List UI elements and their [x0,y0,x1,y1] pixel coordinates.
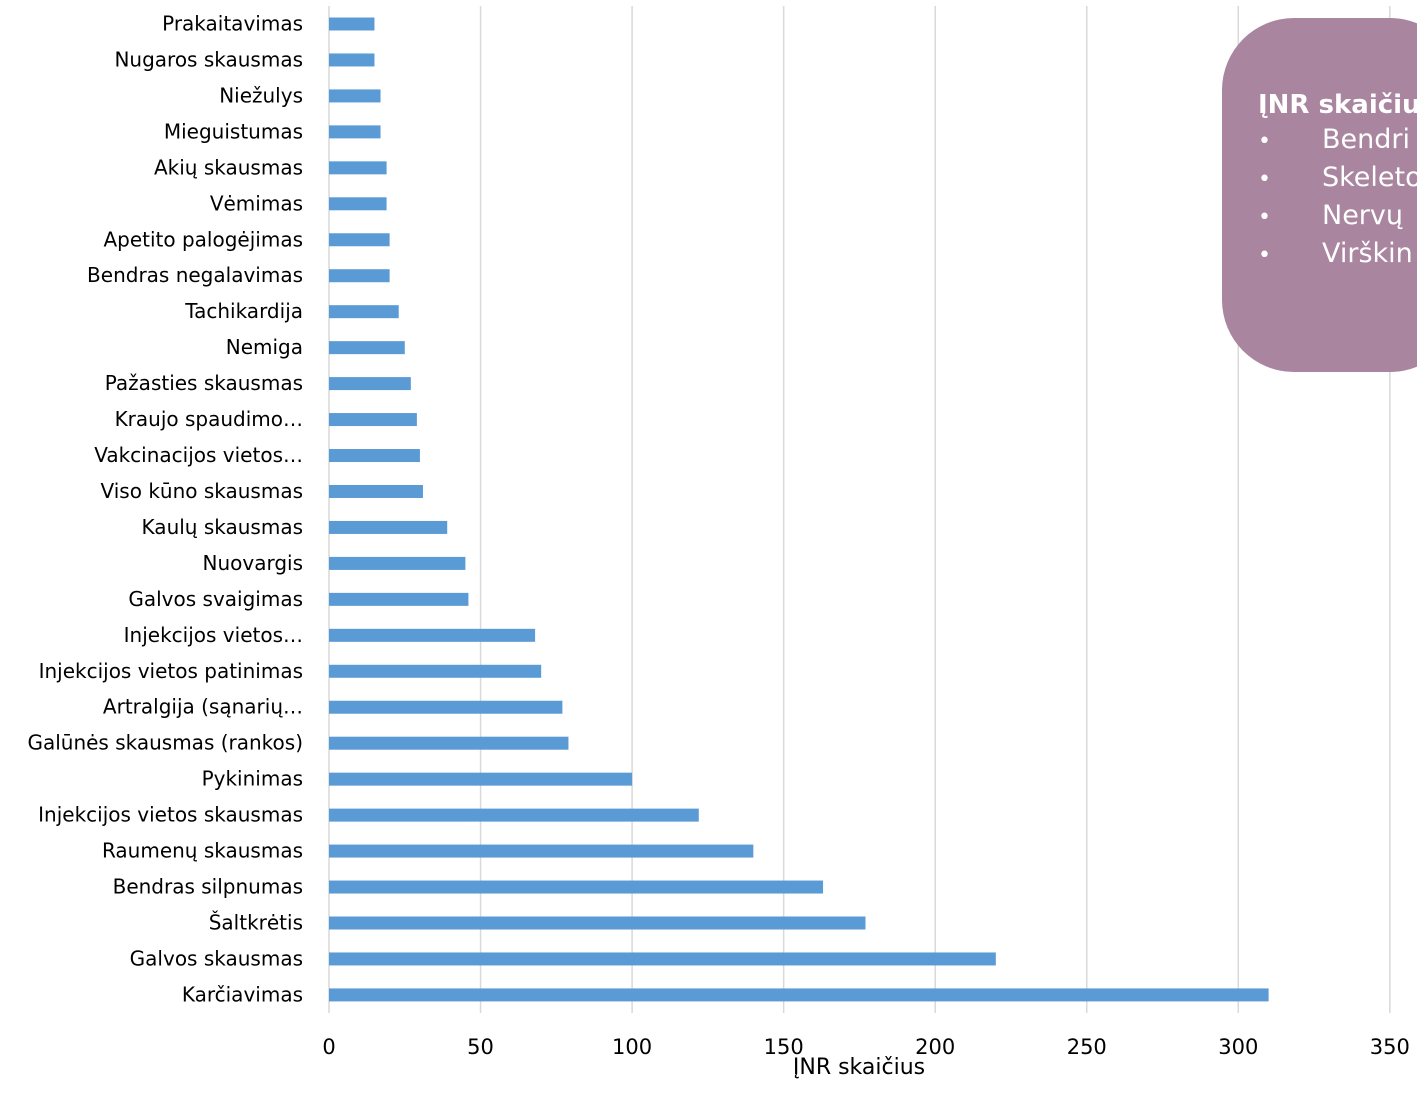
category-label: Galvos skausmas [130,946,303,970]
category-label: Tachikardija [184,299,303,323]
bar [329,916,866,930]
x-tick-label: 50 [467,1035,494,1059]
category-label: Kraujo spaudimo… [115,407,303,431]
category-label: Niežulys [219,83,303,107]
callout-item-text: Nervų [1322,200,1403,231]
bar [329,628,536,642]
category-label: Akių skausmas [154,155,303,179]
bar [329,53,375,67]
callout-item: • Bendri [1258,122,1417,160]
category-label: Šaltkrėtis [209,911,303,935]
category-label: Nemiga [226,335,303,359]
category-label: Apetito palogėjimas [103,227,303,251]
bar [329,17,375,31]
category-label: Injekcijos vietos patinimas [39,659,303,683]
x-tick-label: 0 [322,1035,335,1059]
callout-item: • Nervų [1258,198,1417,236]
bar [329,269,390,283]
bar [329,736,569,750]
callout-item-text: Virškin [1322,238,1413,269]
bar [329,808,699,822]
callout-title: ĮNR skaičiu [1258,90,1417,120]
bar [329,592,469,606]
bar [329,377,411,391]
bar [329,233,390,247]
bar [329,700,563,714]
bar [329,772,633,786]
bar [329,556,466,570]
category-label: Galvos svaigimas [128,587,303,611]
x-tick-label: 200 [915,1035,955,1059]
bullet-icon: • [1258,205,1271,230]
callout-item-text: Bendri [1322,124,1410,155]
category-label: Nugaros skausmas [114,47,303,71]
category-label: Injekcijos vietos skausmas [38,803,303,827]
x-tick-labels: 0 50 100 150 200 250 300 350 [322,1035,1410,1059]
bar [329,988,1269,1002]
bar [329,449,420,463]
bar [329,844,754,858]
bar-layer [329,17,1269,1002]
x-axis-title: ĮNR skaičius [793,1055,925,1080]
category-label: Kaulų skausmas [142,515,303,539]
bar [329,197,387,211]
bar [329,161,387,175]
category-label: Raumenų skausmas [102,839,303,863]
category-label: Pažasties skausmas [105,371,303,395]
category-label: Vėmimas [210,191,303,215]
category-label: Mieguistumas [164,119,303,143]
category-label: Nuovargis [202,551,303,575]
bar [329,89,381,103]
bar [329,880,824,894]
category-label: Bendras negalavimas [87,263,303,287]
callout-content: ĮNR skaičiu • Bendri • Skeleto • Nervų • Vir… [1258,88,1417,274]
bar [329,952,996,966]
bar [329,305,399,319]
category-label: Prakaitavimas [162,12,303,36]
category-label: Bendras silpnumas [113,875,303,899]
bullet-icon: • [1258,167,1271,192]
category-label: Vakcinacijos vietos… [94,443,303,467]
bar [329,413,417,427]
bullet-icon: • [1258,129,1271,154]
category-label: Artralgija (sąnarių… [103,695,303,719]
callout-item: • Virškin [1258,236,1417,274]
bar [329,125,381,139]
category-labels: Prakaitavimas Nugaros skausmas Niežulys Mie… [27,12,303,1007]
x-tick-label: 250 [1067,1035,1107,1059]
category-label: Injekcijos vietos… [124,623,303,647]
info-callout: ĮNR skaičiu • Bendri • Skeleto • Nervų • Vir… [1222,18,1417,372]
x-tick-label: 150 [764,1035,804,1059]
category-label: Karčiavimas [182,982,303,1006]
callout-item: • Skeleto [1258,160,1417,198]
category-label: Pykinimas [202,767,303,791]
x-tick-label: 300 [1218,1035,1258,1059]
x-tick-label: 100 [612,1035,652,1059]
bar [329,520,448,534]
bar [329,484,423,498]
bar [329,341,405,355]
category-label: Galūnės skausmas (rankos) [27,731,303,755]
callout-list: • Bendri • Skeleto • Nervų • Virškin [1258,122,1417,274]
x-tick-label: 350 [1370,1035,1410,1059]
bullet-icon: • [1258,243,1271,268]
callout-item-text: Skeleto [1322,162,1417,193]
category-label: Viso kūno skausmas [101,479,304,503]
bar [329,664,542,678]
